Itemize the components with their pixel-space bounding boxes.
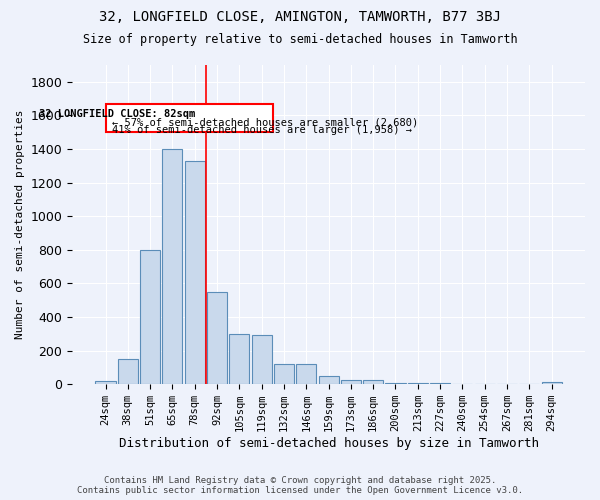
Bar (185, 161, 205, 384)
Bar (542, 382, 562, 384)
Bar (274, 364, 294, 384)
Y-axis label: Number of semi-detached properties: Number of semi-detached properties (15, 110, 25, 340)
Text: Size of property relative to semi-detached houses in Tamworth: Size of property relative to semi-detach… (83, 32, 517, 46)
Text: 32 LONGFIELD CLOSE: 82sqm: 32 LONGFIELD CLOSE: 82sqm (38, 108, 195, 118)
X-axis label: Distribution of semi-detached houses by size in Tamworth: Distribution of semi-detached houses by … (119, 437, 539, 450)
Text: 41% of semi-detached houses are larger (1,958) →: 41% of semi-detached houses are larger (… (112, 124, 412, 134)
Bar (251, 336, 272, 384)
Bar (163, 149, 182, 384)
Bar (118, 359, 138, 384)
Bar (95, 381, 116, 384)
Text: 32, LONGFIELD CLOSE, AMINGTON, TAMWORTH, B77 3BJ: 32, LONGFIELD CLOSE, AMINGTON, TAMWORTH,… (99, 10, 501, 24)
Bar (341, 380, 361, 384)
Bar (207, 292, 227, 384)
Bar (296, 364, 316, 384)
FancyBboxPatch shape (106, 104, 273, 132)
Bar (229, 334, 250, 384)
Bar (319, 376, 338, 384)
Bar (140, 250, 160, 384)
Bar (363, 380, 383, 384)
Text: ← 57% of semi-detached houses are smaller (2,680): ← 57% of semi-detached houses are smalle… (112, 117, 418, 127)
Text: Contains HM Land Registry data © Crown copyright and database right 2025.
Contai: Contains HM Land Registry data © Crown c… (77, 476, 523, 495)
